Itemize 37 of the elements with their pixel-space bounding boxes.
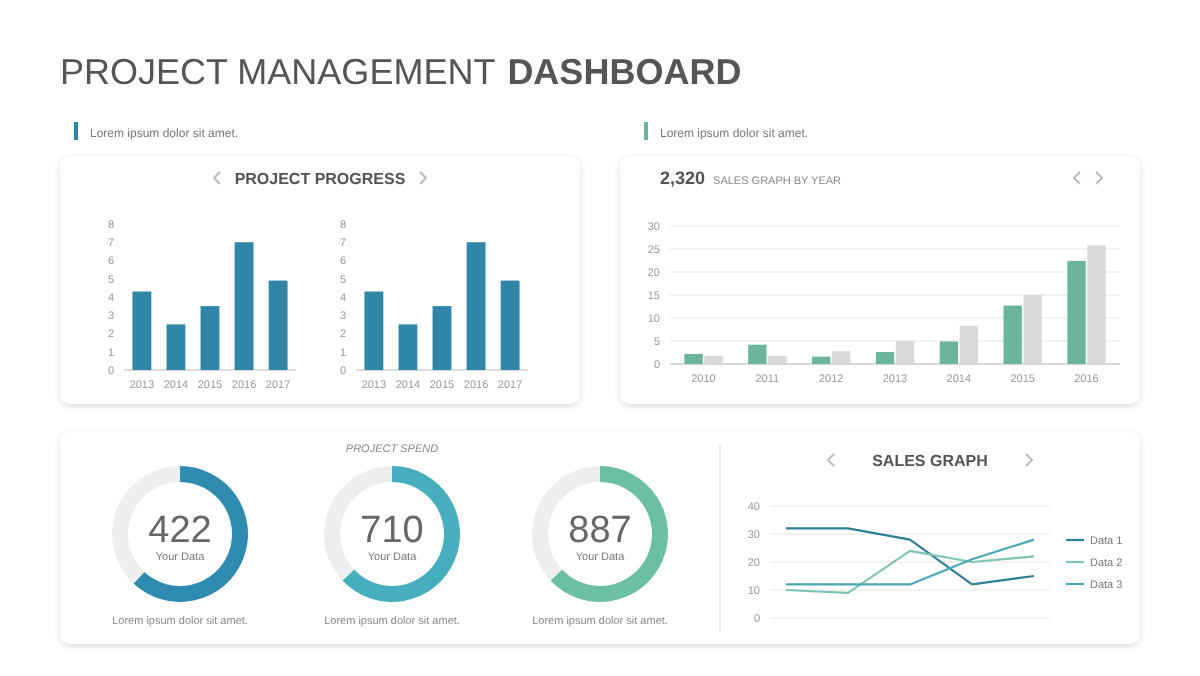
- bar: [132, 291, 152, 370]
- text: 422: [148, 510, 212, 552]
- bar: [704, 355, 723, 364]
- bar: [684, 353, 703, 364]
- bar: [268, 280, 288, 370]
- bar: [1087, 245, 1106, 364]
- bar: [1067, 260, 1086, 364]
- donut-slice: [342, 466, 460, 602]
- line-series: [784, 549, 1036, 594]
- bar: [748, 344, 767, 364]
- bar: [831, 351, 851, 364]
- bar: [432, 306, 452, 370]
- bar: [466, 242, 486, 370]
- chart-title: SALES GRAPH: [872, 452, 989, 470]
- text: 710: [360, 510, 424, 552]
- text: DASHBOARD: [507, 52, 742, 92]
- donut-slice: [133, 466, 248, 602]
- bar: [875, 352, 895, 364]
- text: PROJECT MANAGEMENT: [60, 52, 496, 92]
- bar: [959, 325, 978, 364]
- bar: [895, 341, 915, 364]
- text: 2,320: [660, 168, 706, 188]
- text: 887: [568, 510, 632, 552]
- bar: [166, 324, 186, 370]
- donut-slice: [550, 466, 668, 602]
- bar: [398, 324, 418, 370]
- bar: [200, 306, 220, 370]
- line-series: [784, 527, 1036, 586]
- bar: [1023, 295, 1042, 364]
- bar: [939, 341, 959, 364]
- bar: [1003, 305, 1022, 364]
- bar: [364, 291, 384, 370]
- bar: [812, 356, 831, 364]
- chart-title: PROJECT PROGRESS: [234, 170, 407, 188]
- bar: [234, 242, 254, 370]
- bar: [500, 280, 520, 370]
- bar: [768, 355, 787, 364]
